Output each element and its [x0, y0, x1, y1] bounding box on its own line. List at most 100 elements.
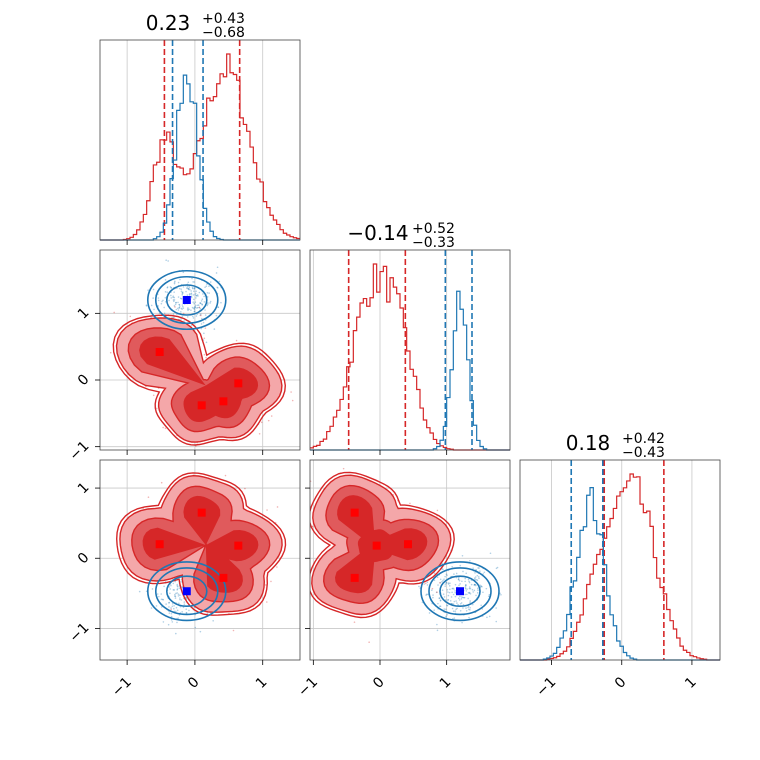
sample-point — [469, 592, 472, 595]
sample-point — [199, 314, 202, 317]
sample-point — [433, 609, 435, 611]
sample-point — [155, 605, 158, 607]
sample-point — [160, 598, 163, 601]
blue-histogram-line — [520, 487, 720, 661]
sample-point — [258, 432, 261, 435]
sample-point — [192, 301, 195, 303]
sample-point — [475, 584, 477, 587]
sample-point — [176, 585, 179, 588]
sample-point — [468, 608, 470, 611]
sample-point — [176, 592, 178, 594]
sample-point — [445, 582, 448, 584]
sample-point — [172, 299, 175, 301]
sample-point — [474, 576, 477, 578]
sample-point — [445, 573, 448, 575]
sample-point — [217, 306, 219, 308]
sample-point — [477, 589, 479, 591]
sample-point — [181, 586, 183, 589]
sample-point — [220, 301, 222, 304]
sample-point — [464, 593, 467, 596]
sample-point — [469, 560, 471, 562]
sample-point — [270, 415, 273, 417]
sample-point — [182, 286, 185, 288]
sample-point — [457, 578, 460, 581]
sample-point — [180, 310, 182, 313]
sample-point — [209, 302, 211, 304]
sample-point — [439, 581, 442, 584]
sample-point — [466, 593, 468, 596]
sample-point — [194, 306, 197, 308]
sample-point — [184, 596, 187, 599]
sample-point — [465, 572, 468, 575]
sample-point — [169, 588, 171, 590]
sample-point — [446, 613, 448, 616]
panel-title-plus: +0.52 — [412, 221, 455, 237]
sample-point — [488, 615, 491, 618]
sample-point — [175, 592, 177, 595]
sample-point — [187, 281, 190, 284]
sample-point — [446, 604, 448, 607]
sample-point — [487, 595, 490, 598]
sample-point — [172, 589, 175, 591]
sample-point — [177, 617, 180, 619]
sample-point — [174, 593, 176, 596]
sample-point — [172, 295, 175, 297]
red-contour-line — [310, 471, 455, 619]
sample-point — [464, 586, 467, 589]
sample-point — [180, 288, 183, 290]
sample-point — [206, 303, 209, 305]
sample-point — [468, 587, 471, 590]
sample-point — [163, 585, 165, 588]
sample-point — [174, 280, 176, 283]
sample-point — [199, 302, 202, 304]
sample-point — [235, 339, 238, 342]
sample-point — [198, 306, 201, 309]
sample-point — [164, 663, 166, 665]
sample-point — [436, 629, 439, 632]
sample-point — [192, 294, 195, 296]
sample-point — [192, 317, 195, 319]
sample-point — [291, 399, 294, 402]
sample-point — [264, 584, 267, 586]
sample-point — [170, 286, 173, 289]
sample-point — [200, 302, 202, 305]
sample-point — [177, 593, 180, 596]
sample-point — [193, 288, 196, 290]
panel-content — [109, 259, 308, 447]
sample-point — [150, 607, 153, 609]
sample-point — [200, 323, 203, 325]
sample-point — [483, 571, 486, 574]
sample-point — [475, 594, 477, 597]
sample-point — [306, 410, 308, 412]
sample-point — [176, 588, 179, 591]
sample-point — [191, 287, 194, 290]
sample-point — [157, 299, 160, 302]
sample-point — [176, 621, 178, 624]
sample-point — [180, 318, 182, 320]
red-contour-line — [112, 314, 287, 446]
sample-point — [439, 599, 442, 602]
sample-point — [455, 608, 457, 611]
sample-point — [196, 304, 199, 307]
sample-point — [433, 572, 436, 575]
sample-point — [467, 578, 470, 581]
red-contour-fill — [139, 336, 259, 422]
sample-point — [181, 293, 184, 296]
sample-point — [181, 308, 183, 310]
sample-point — [448, 591, 451, 594]
sample-point — [453, 600, 456, 603]
sample-point — [276, 566, 278, 568]
sample-point — [446, 574, 448, 577]
sample-point — [353, 621, 356, 623]
sample-point — [468, 616, 470, 619]
sample-point — [213, 328, 216, 330]
sample-point — [178, 306, 181, 309]
sample-point — [495, 567, 498, 570]
sample-point — [194, 301, 197, 303]
sample-point — [495, 607, 497, 609]
blue-histogram-line — [310, 290, 510, 451]
sample-point — [170, 615, 173, 618]
scatter-panel-0-1 — [99, 249, 308, 451]
sample-point — [189, 293, 191, 295]
sample-point — [161, 300, 163, 303]
